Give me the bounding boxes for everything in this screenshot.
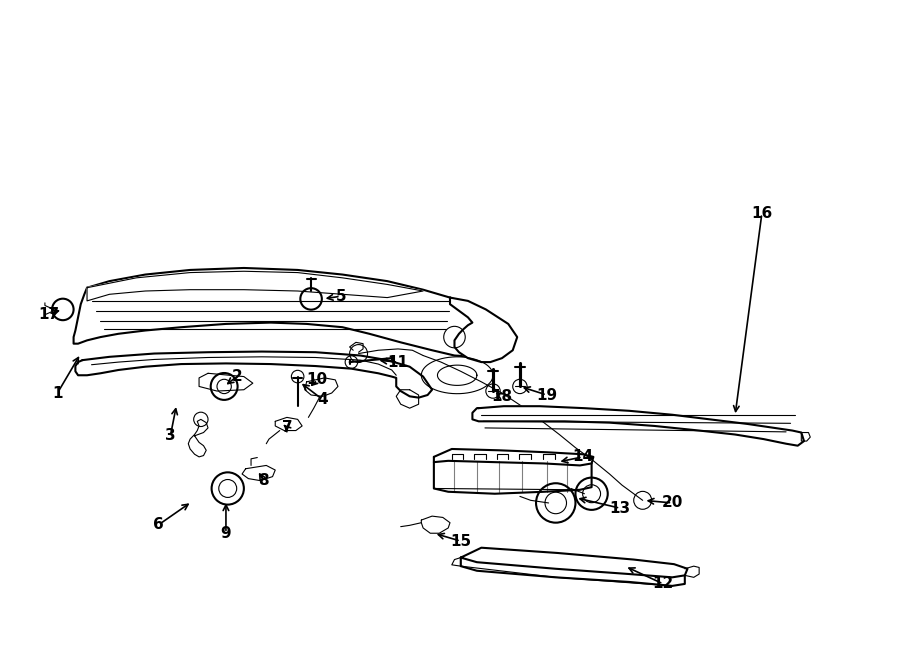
Text: 12: 12 xyxy=(652,576,674,592)
Text: 17: 17 xyxy=(38,307,59,321)
Text: 9: 9 xyxy=(220,525,231,541)
Polygon shape xyxy=(74,268,513,357)
Text: 1: 1 xyxy=(52,385,63,401)
Text: 7: 7 xyxy=(282,420,292,436)
Polygon shape xyxy=(434,449,593,465)
Polygon shape xyxy=(461,548,688,577)
Text: 6: 6 xyxy=(153,517,164,532)
Text: 3: 3 xyxy=(165,428,176,444)
Text: 8: 8 xyxy=(258,473,269,488)
Polygon shape xyxy=(87,271,423,301)
Text: 16: 16 xyxy=(752,206,772,221)
Text: 5: 5 xyxy=(336,289,346,304)
Polygon shape xyxy=(472,407,804,446)
Text: 10: 10 xyxy=(307,372,328,387)
Text: 18: 18 xyxy=(491,389,512,404)
Polygon shape xyxy=(76,352,432,398)
Polygon shape xyxy=(450,297,518,362)
Text: 20: 20 xyxy=(662,496,683,510)
Text: 14: 14 xyxy=(572,449,593,465)
Text: 4: 4 xyxy=(318,392,328,407)
Text: 2: 2 xyxy=(231,369,242,384)
Text: 19: 19 xyxy=(536,387,557,403)
Text: 15: 15 xyxy=(450,533,472,549)
Text: 11: 11 xyxy=(388,354,409,369)
Text: 13: 13 xyxy=(609,501,631,516)
